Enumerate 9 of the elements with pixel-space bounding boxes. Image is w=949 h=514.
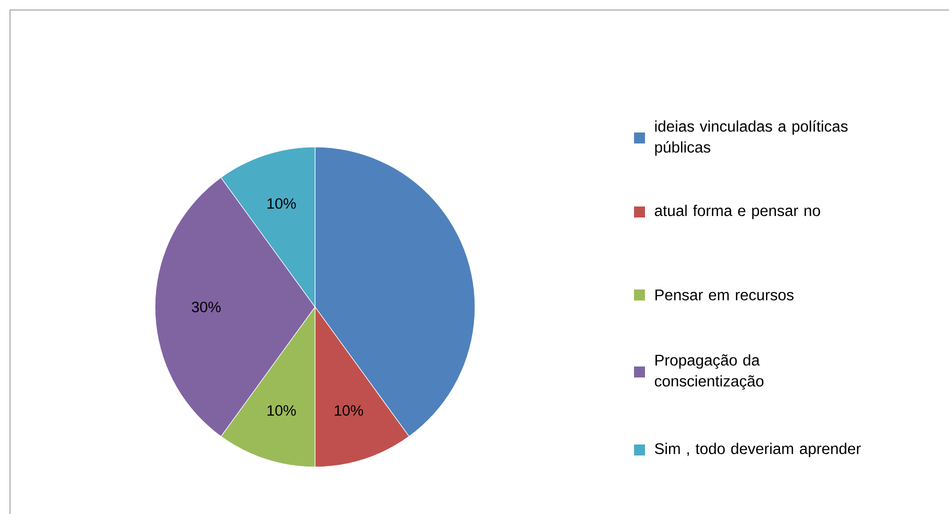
data-label: 10% bbox=[334, 405, 364, 416]
legend-label: atual forma e pensar no bbox=[654, 204, 820, 220]
legend-label: Sim , todo deveriam aprender bbox=[654, 442, 861, 458]
legend-label: Pensar em recursos bbox=[655, 290, 794, 300]
data-label: 10% bbox=[268, 405, 296, 416]
legend-label: ideias vinculadas a políticas públicas bbox=[655, 120, 848, 156]
legend-label: Propagação da conscientização bbox=[654, 354, 764, 390]
data-label: 30% bbox=[192, 302, 221, 312]
data-label: 10% bbox=[268, 198, 296, 209]
